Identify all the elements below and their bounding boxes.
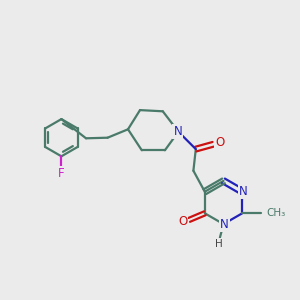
Text: O: O (178, 214, 187, 228)
Text: N: N (239, 185, 248, 198)
Text: H: H (214, 239, 222, 249)
Text: N: N (173, 124, 182, 138)
Text: F: F (58, 167, 65, 180)
Text: O: O (215, 136, 224, 149)
Text: CH₃: CH₃ (266, 208, 286, 218)
Text: N: N (220, 218, 229, 231)
